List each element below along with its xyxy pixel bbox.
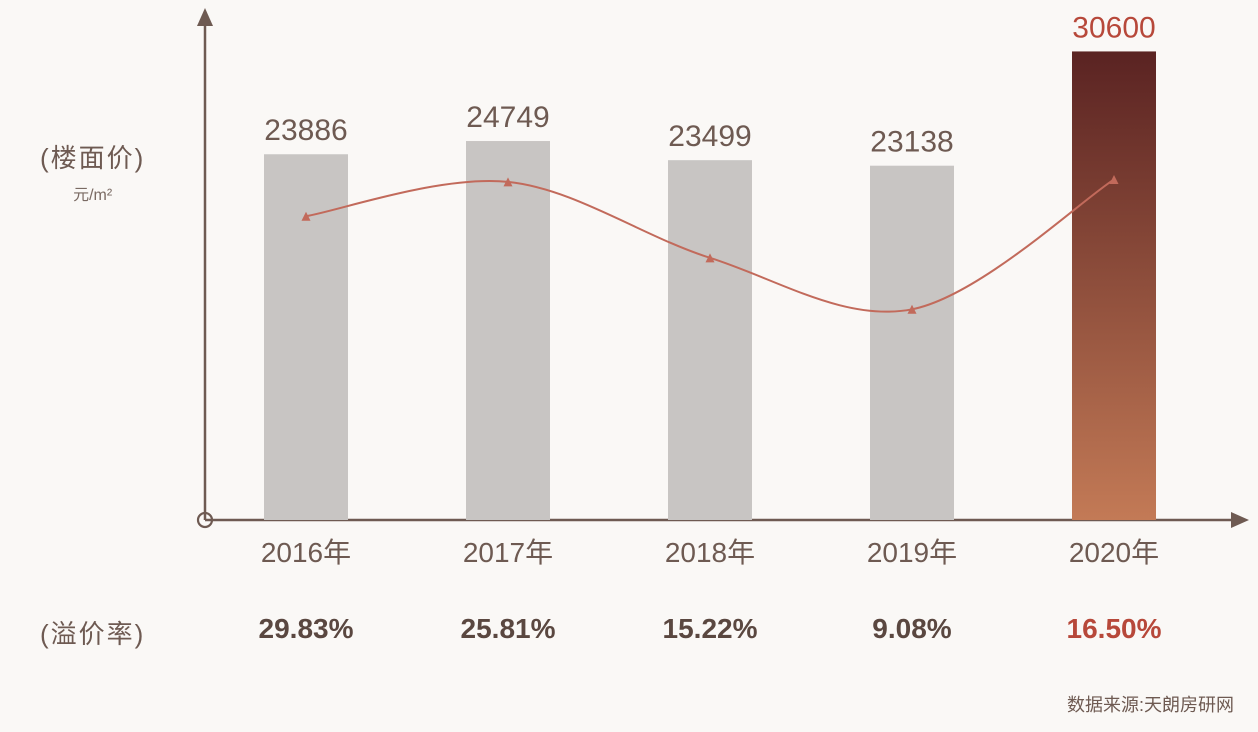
y-axis-label: (楼面价) [40,138,145,175]
premium-value-label: 9.08% [872,613,951,644]
bar-value-label: 23886 [264,114,347,147]
category-label: 2019年 [867,537,957,568]
bar-value-label: 23499 [668,120,751,153]
premium-value-label: 29.83% [259,613,354,644]
category-label: 2016年 [261,537,351,568]
y-axis-unit: 元/m² [40,181,145,205]
source-name: 天朗房研网 [1144,695,1234,715]
premium-value-label: 16.50% [1067,613,1162,644]
data-source-label: 数据来源:天朗房研网 [1067,691,1234,717]
category-label: 2020年 [1069,537,1159,568]
bar-value-label: 24749 [466,101,549,134]
bar [466,141,550,520]
bar [870,166,954,520]
category-label: 2017年 [463,537,553,568]
bar [1072,51,1156,520]
bar [668,160,752,520]
premium-rate-row-label: (溢价率) [40,614,145,651]
premium-value-label: 15.22% [663,613,758,644]
floor-price-chart: (楼面价) 元/m² (溢价率) 23886 2016年 29.83% 24749 20… [0,0,1258,727]
bar-value-label: 23138 [870,126,953,159]
y-axis-label-group: (楼面价) 元/m² [40,138,145,205]
chart-svg: 23886 2016年 29.83% 24749 2017年 25.81% 23499 201… [0,0,1258,727]
premium-value-label: 25.81% [461,613,556,644]
category-label: 2018年 [665,537,755,568]
bar-value-label: 30600 [1072,11,1155,44]
source-prefix: 数据来源: [1067,695,1144,715]
